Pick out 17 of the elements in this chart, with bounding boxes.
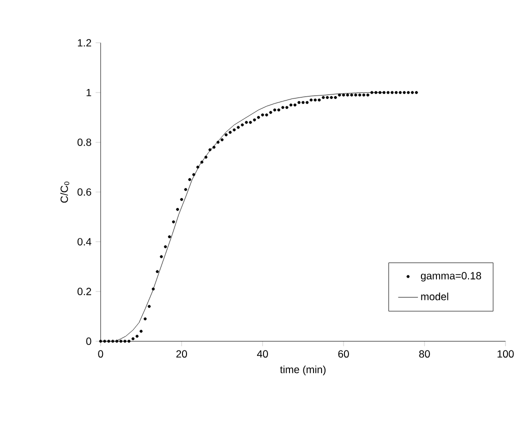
y-axis-title: C/C$_{0}$ [60,182,70,203]
y-tick-label: 1.2 [78,39,92,47]
y-tick-label: 0.6 [78,188,92,196]
legend-label: gamma=0.18 [420,272,482,282]
x-tick-label: 80 [419,350,430,358]
x-axis-title: time (min) [280,366,326,376]
y-tick-label: 0.4 [78,238,92,246]
y-tick-label: 0.8 [78,138,92,146]
x-tick-label: 20 [176,350,187,358]
x-tick-label: 60 [338,350,349,358]
y-tick-label: 0 [86,338,92,346]
y-tick-label: 0.2 [78,288,92,296]
x-tick-label: 0 [98,350,104,358]
x-tick-label: 40 [257,350,268,358]
y-tick-label: 1 [86,89,92,96]
x-tick-label: 100 [498,350,514,358]
legend-label: model [421,292,448,300]
